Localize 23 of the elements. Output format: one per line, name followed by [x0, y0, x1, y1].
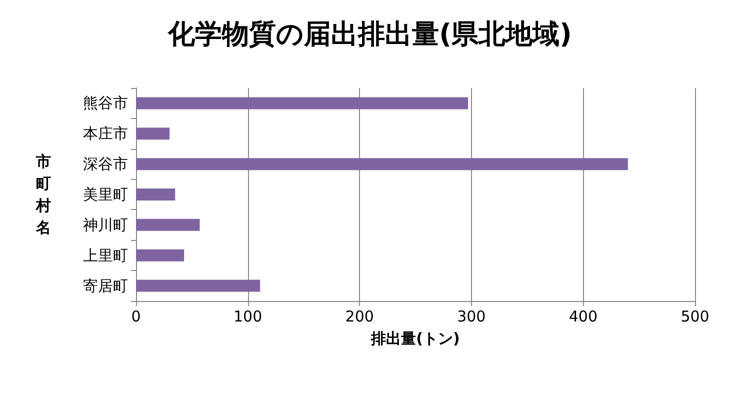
x-axis-title: 排出量(トン) — [370, 330, 460, 348]
bar — [136, 280, 260, 292]
y-tick-label: 寄居町 — [83, 276, 128, 295]
x-tick-label: 200 — [345, 308, 374, 326]
x-tick-label: 0 — [131, 308, 141, 326]
bar — [136, 128, 170, 140]
bar — [136, 158, 628, 170]
x-tick-label: 400 — [568, 308, 598, 326]
y-axis-title: 市町村名 — [35, 152, 51, 236]
bar — [136, 188, 176, 200]
y-tick-label: 美里町 — [83, 186, 128, 204]
x-tick-label: 100 — [233, 308, 262, 326]
y-tick-label: 上里町 — [83, 246, 128, 264]
x-tick-label: 500 — [680, 308, 710, 326]
y-tick-label: 熊谷市 — [83, 94, 128, 112]
bar — [136, 97, 468, 110]
y-tick-label: 神川町 — [83, 216, 128, 234]
bar — [136, 249, 184, 262]
y-tick-label: 深谷市 — [83, 155, 128, 174]
x-tick-label: 300 — [457, 308, 486, 326]
y-tick-label: 本庄市 — [83, 124, 128, 143]
chart-title: 化学物質の届出排出量(県北地域) — [167, 19, 572, 50]
bar — [136, 218, 200, 231]
